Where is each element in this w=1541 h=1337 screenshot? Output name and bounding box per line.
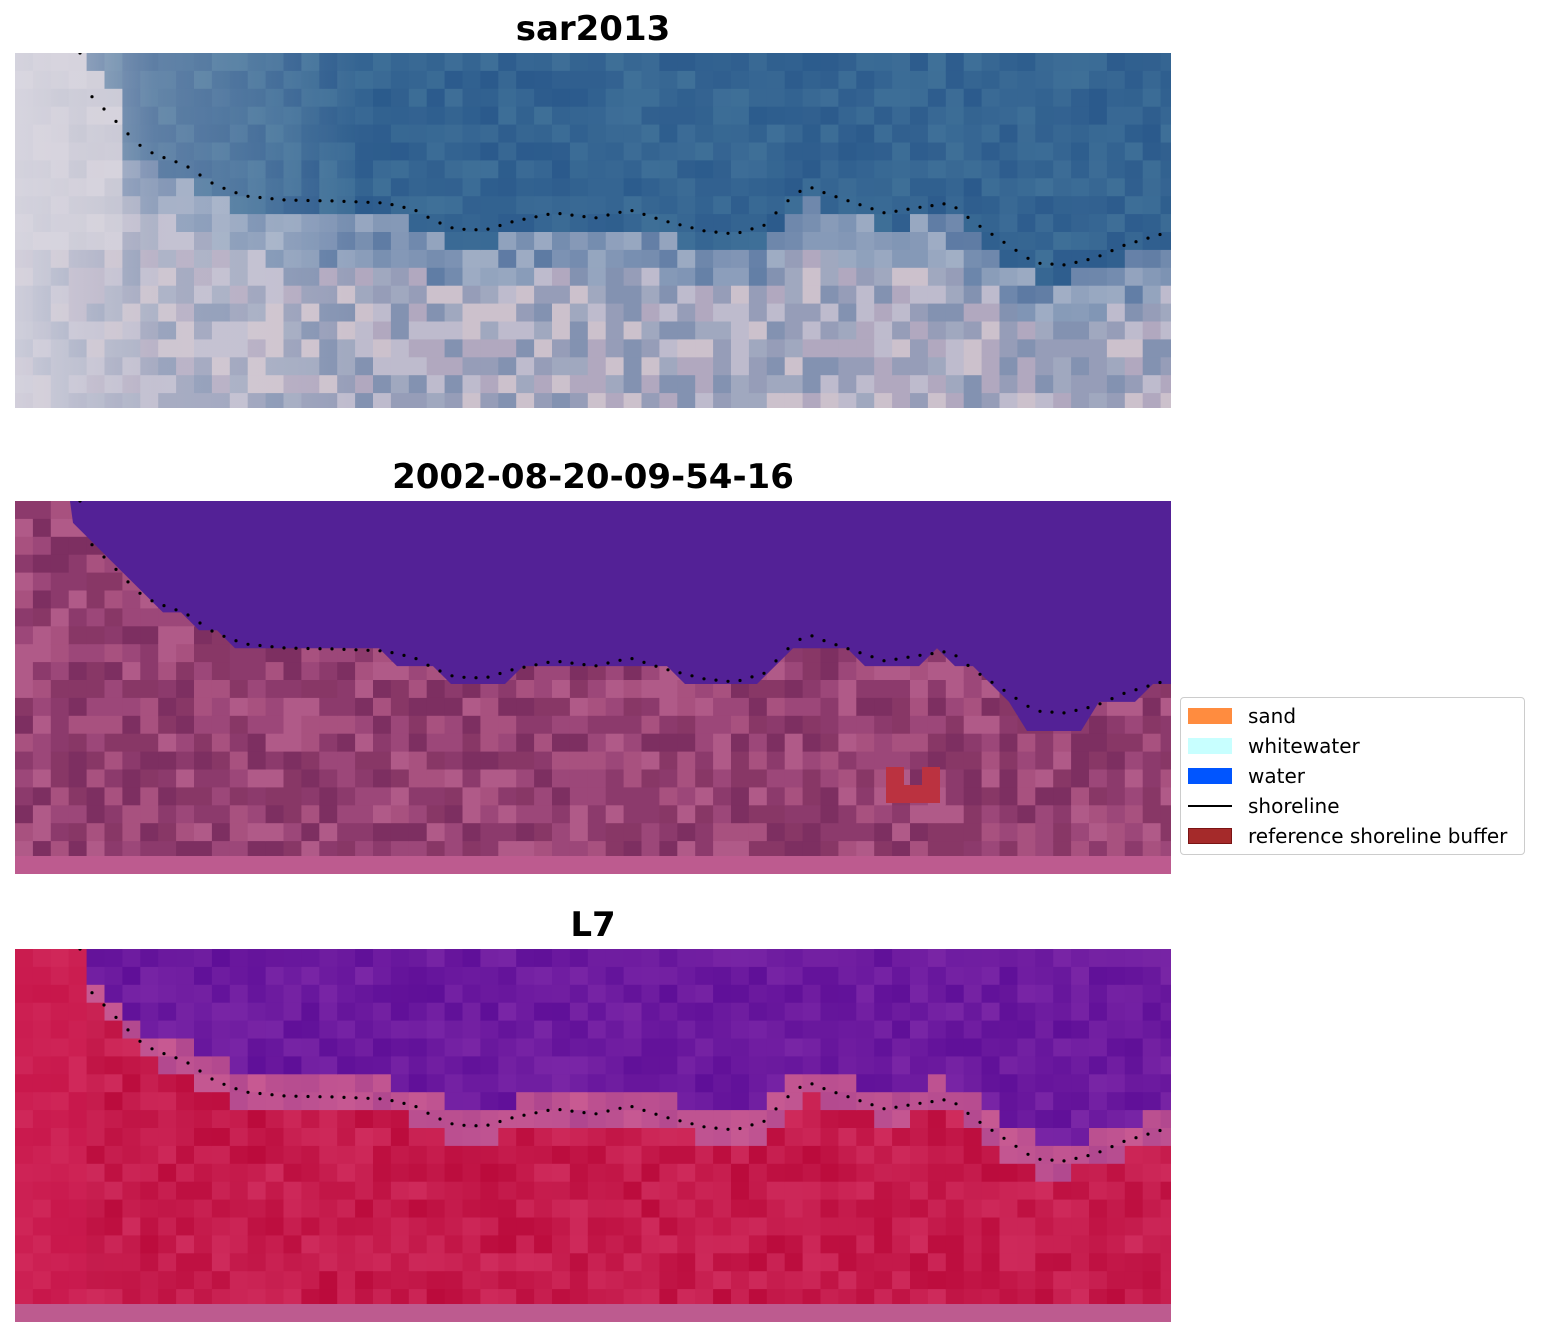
- legend-item-whitewater: whitewater: [1188, 732, 1360, 760]
- legend-item-water: water: [1188, 762, 1305, 790]
- legend-item-sand: sand: [1188, 702, 1296, 730]
- legend: sand whitewater water shoreline referenc…: [1180, 697, 1525, 855]
- panel-title-3: L7: [570, 905, 616, 945]
- panel-image-index: [15, 949, 1171, 1322]
- panel-title-2: 2002-08-20-09-54-16: [392, 457, 794, 497]
- reference-buffer-swatch: [1188, 828, 1232, 844]
- water-swatch: [1188, 768, 1232, 784]
- panel-title-1: sar2013: [515, 9, 671, 49]
- panel-image-classified: [15, 501, 1171, 874]
- sand-swatch: [1188, 708, 1232, 724]
- shoreline-line-swatch: [1188, 805, 1232, 807]
- legend-item-reference-buffer: reference shoreline buffer: [1188, 822, 1507, 850]
- panel-image-rgb: [15, 53, 1171, 408]
- whitewater-swatch: [1188, 738, 1232, 754]
- reference-buffer-mark: [886, 767, 940, 803]
- legend-item-shoreline: shoreline: [1188, 792, 1340, 820]
